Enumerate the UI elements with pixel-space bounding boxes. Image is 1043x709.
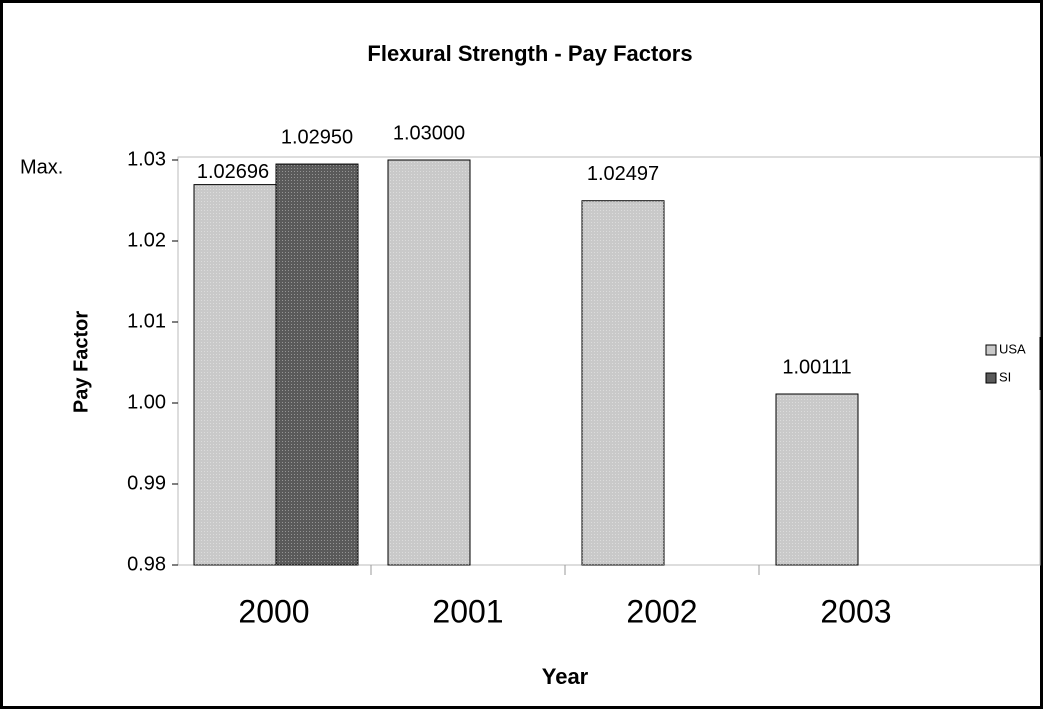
bar-texture [776,394,858,565]
y-axis-label: Pay Factor [70,311,92,413]
x-tick-label: 2001 [432,593,503,629]
bar-texture [388,160,470,565]
data-label: 1.02950 [281,126,353,148]
legend-label: USA [999,341,1026,356]
legend-swatch [985,344,997,356]
y-tick-label: 1.00 [127,391,166,413]
legend-label: SI [999,369,1011,384]
bar-texture [194,184,276,565]
bar-texture [582,200,664,566]
annotation: Max. [20,156,63,178]
data-label: 1.02497 [587,163,659,185]
data-label: 1.02696 [197,161,269,183]
bar-texture [276,164,358,566]
x-tick-label: 2003 [820,593,891,629]
chart-title: Flexural Strength - Pay Factors [367,41,692,66]
y-tick-label: 0.99 [127,472,166,494]
y-tick-label: 1.01 [127,310,166,332]
x-tick-label: 2000 [238,593,309,629]
y-tick-label: 1.03 [127,148,166,170]
x-axis-label: Year [542,664,589,689]
data-label: 1.00111 [782,356,851,378]
legend-swatch [985,372,997,384]
x-tick-label: 2002 [626,593,697,629]
y-tick-label: 1.02 [127,229,166,251]
y-tick-label: 0.98 [127,553,166,575]
data-label: 1.03000 [393,122,465,144]
